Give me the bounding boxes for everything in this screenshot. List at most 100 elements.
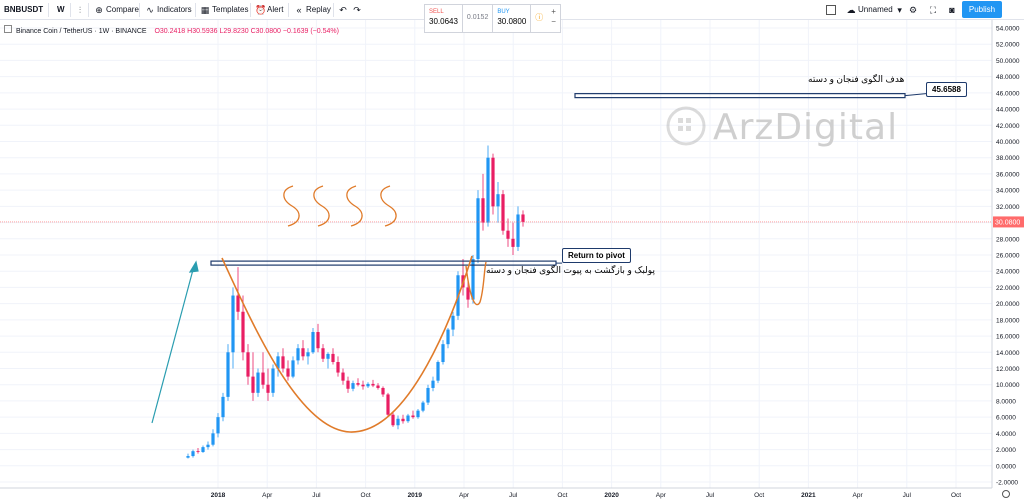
candle-body [211, 433, 215, 445]
handle-curve [465, 261, 487, 306]
x-tick-label: Apr [459, 492, 470, 499]
y-tick-label: 12.0000 [996, 366, 1020, 373]
candle-body [276, 356, 280, 369]
candle-body [491, 157, 495, 207]
squiggle-marks [283, 185, 397, 227]
candle-body [386, 394, 390, 415]
candle-body [196, 451, 200, 453]
candle-body [356, 383, 360, 385]
target-annotation-text: هدف الگوی فنجان و دسته [808, 74, 905, 84]
candle-body [281, 356, 285, 369]
expand-icon: ⛶ [929, 5, 937, 15]
x-tick-label: 2020 [604, 492, 619, 499]
fullscreen-button[interactable]: ⛶ [928, 3, 938, 17]
alert-button[interactable]: ⏰ Alert [255, 3, 283, 17]
target-level-box [574, 93, 906, 99]
candle-body [351, 383, 355, 389]
target-value-label[interactable]: 45.6588 [926, 82, 967, 97]
templates-button[interactable]: ▦ Templates [200, 3, 249, 17]
buy-price: 30.0800 [497, 17, 527, 26]
candle-body [246, 352, 250, 377]
spread-value: 0.0152 [463, 5, 494, 32]
indicators-label: Indicators [157, 5, 192, 14]
settings-button[interactable]: ⚙ [908, 3, 918, 17]
x-tick-label: Jul [312, 492, 321, 499]
layout-name-button[interactable]: ☁ Unnamed ▾ [846, 3, 905, 17]
replay-icon: « [296, 5, 302, 15]
templates-icon: ▦ [200, 5, 210, 15]
candle-body [506, 230, 510, 239]
x-tick-label: Oct [557, 492, 567, 499]
y-tick-label: 40.0000 [996, 139, 1020, 146]
candle-body [426, 387, 430, 403]
candle-body [406, 415, 410, 422]
fullscreen-checkbox[interactable] [826, 3, 836, 17]
x-tick-label: Oct [951, 492, 961, 499]
x-tick-label: Jul [509, 492, 518, 499]
return-to-pivot-label[interactable]: Return to pivot [562, 248, 631, 263]
symbol-label: BNBUSDT [4, 5, 44, 14]
candle-body [201, 447, 205, 453]
redo-button[interactable]: ↷ [352, 3, 362, 17]
undo-button[interactable]: ↶ [338, 3, 348, 17]
y-tick-label: 48.0000 [996, 74, 1020, 81]
candle-body [401, 418, 405, 422]
candles-icon: ⫶ [78, 5, 82, 15]
candle-body [271, 368, 275, 393]
x-tick-label: Jul [903, 492, 912, 499]
alarm-clock-icon: ⏰ [255, 5, 267, 15]
candle-body [476, 198, 480, 260]
snapshot-button[interactable]: ◙ [947, 3, 957, 17]
watermark-text: ArzDigital [713, 107, 899, 148]
candle-body [411, 415, 415, 418]
y-tick-label: 18.0000 [996, 317, 1020, 324]
quantity-stepper[interactable]: + − [551, 7, 556, 26]
time-axis-settings-icon [1002, 490, 1010, 498]
candle-body [336, 362, 340, 373]
y-tick-label: 50.0000 [996, 58, 1020, 65]
candle-body [226, 352, 230, 397]
y-tick-label: 24.0000 [996, 269, 1020, 276]
candle-body [301, 348, 305, 357]
indicators-button[interactable]: ∿ Indicators [145, 3, 192, 17]
y-tick-label: 22.0000 [996, 285, 1020, 292]
x-axis: 2018 Apr Jul Oct 2019 Apr Jul Oct 2020 Apr Jul Oct 2… [211, 492, 961, 499]
sell-button[interactable]: SELL 30.0643 [425, 5, 463, 32]
gear-icon: ⚙ [908, 5, 918, 15]
candle-body [496, 194, 500, 207]
candle-body [371, 383, 375, 386]
y-tick-label: 26.0000 [996, 253, 1020, 260]
chart-style-button[interactable]: ⫶ [75, 3, 85, 17]
candle-body [516, 214, 520, 247]
candle-body [186, 456, 190, 458]
buy-button[interactable]: BUY 30.0800 [493, 5, 532, 32]
templates-label: Templates [212, 5, 249, 14]
publish-button[interactable]: Publish [962, 1, 1002, 18]
y-axis: 54.0000 52.0000 50.0000 48.0000 46.0000 44.00… [996, 26, 1020, 487]
x-tick-label: 2019 [408, 492, 423, 499]
y-tick-label: 4.0000 [996, 431, 1016, 438]
y-tick-label: 8.0000 [996, 398, 1016, 405]
candle-body [381, 387, 385, 395]
layout-name-label: Unnamed [858, 5, 893, 14]
current-price-tag-label: 30.0800 [995, 219, 1020, 226]
plus-circle-icon: ⊕ [95, 5, 103, 15]
candle-body [256, 372, 260, 393]
candle-body [316, 332, 320, 349]
candle-body [266, 384, 270, 393]
compare-button[interactable]: ⊕ Compare [94, 3, 139, 17]
symbol-search[interactable]: BNBUSDT [4, 3, 43, 17]
y-tick-label: 46.0000 [996, 90, 1020, 97]
candle-body [261, 372, 265, 385]
undo-icon: ↶ [339, 5, 347, 15]
candle-body [466, 287, 470, 300]
candle-body [446, 329, 450, 345]
candle-body [236, 295, 240, 312]
replay-button[interactable]: « Replay [294, 3, 330, 17]
candle-body [481, 198, 485, 223]
arzdigital-logo-icon [666, 106, 706, 146]
y-tick-label: 38.0000 [996, 155, 1020, 162]
info-icon[interactable]: ⓘ [535, 13, 544, 22]
interval-button[interactable]: W [57, 3, 65, 17]
